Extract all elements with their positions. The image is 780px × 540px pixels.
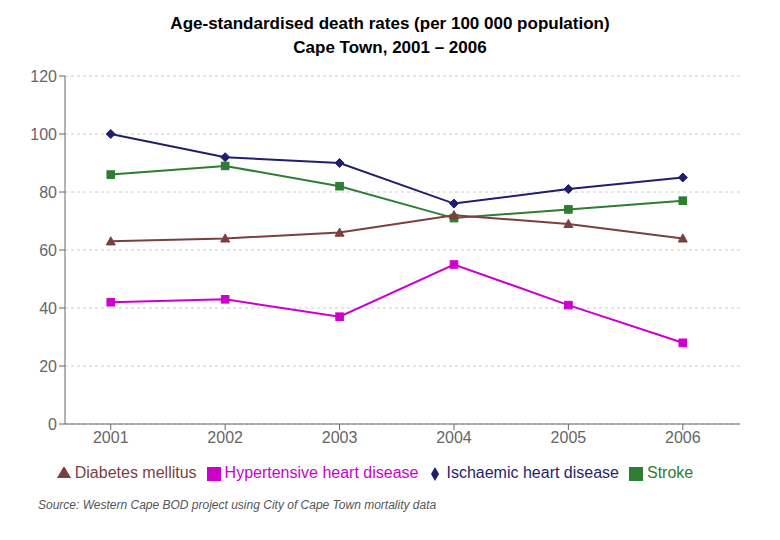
svg-text:2006: 2006 — [665, 429, 701, 446]
svg-text:120: 120 — [30, 68, 57, 85]
html-text:Cape Town, 2001 – 2006: Cape Town, 2001 – 2006 — [293, 38, 487, 57]
svg-text:2003: 2003 — [322, 429, 358, 446]
svg-text:2002: 2002 — [207, 429, 243, 446]
html-text:Hypertensive heart disease: Hypertensive heart disease — [224, 464, 419, 481]
html-text:Ischaemic heart disease: Ischaemic heart disease — [446, 464, 619, 481]
svg-text:2004: 2004 — [436, 429, 472, 446]
html-text:Age-standardised death rates (: Age-standardised death rates (per 100 00… — [170, 14, 610, 33]
svg-text:60: 60 — [39, 242, 57, 259]
svg-text:2005: 2005 — [551, 429, 587, 446]
html-text:Diabetes mellitus: Diabetes mellitus — [74, 464, 197, 481]
svg-text:2001: 2001 — [93, 429, 129, 446]
html-text:Stroke: Stroke — [647, 464, 694, 481]
svg-text:0: 0 — [48, 416, 57, 433]
svg-text:40: 40 — [39, 300, 57, 317]
svg-text:80: 80 — [39, 184, 57, 201]
svg-text:20: 20 — [39, 358, 57, 375]
svg-text:100: 100 — [30, 126, 57, 143]
html-text:Source: Western Cape BOD proje: Source: Western Cape BOD project using C… — [38, 498, 437, 512]
